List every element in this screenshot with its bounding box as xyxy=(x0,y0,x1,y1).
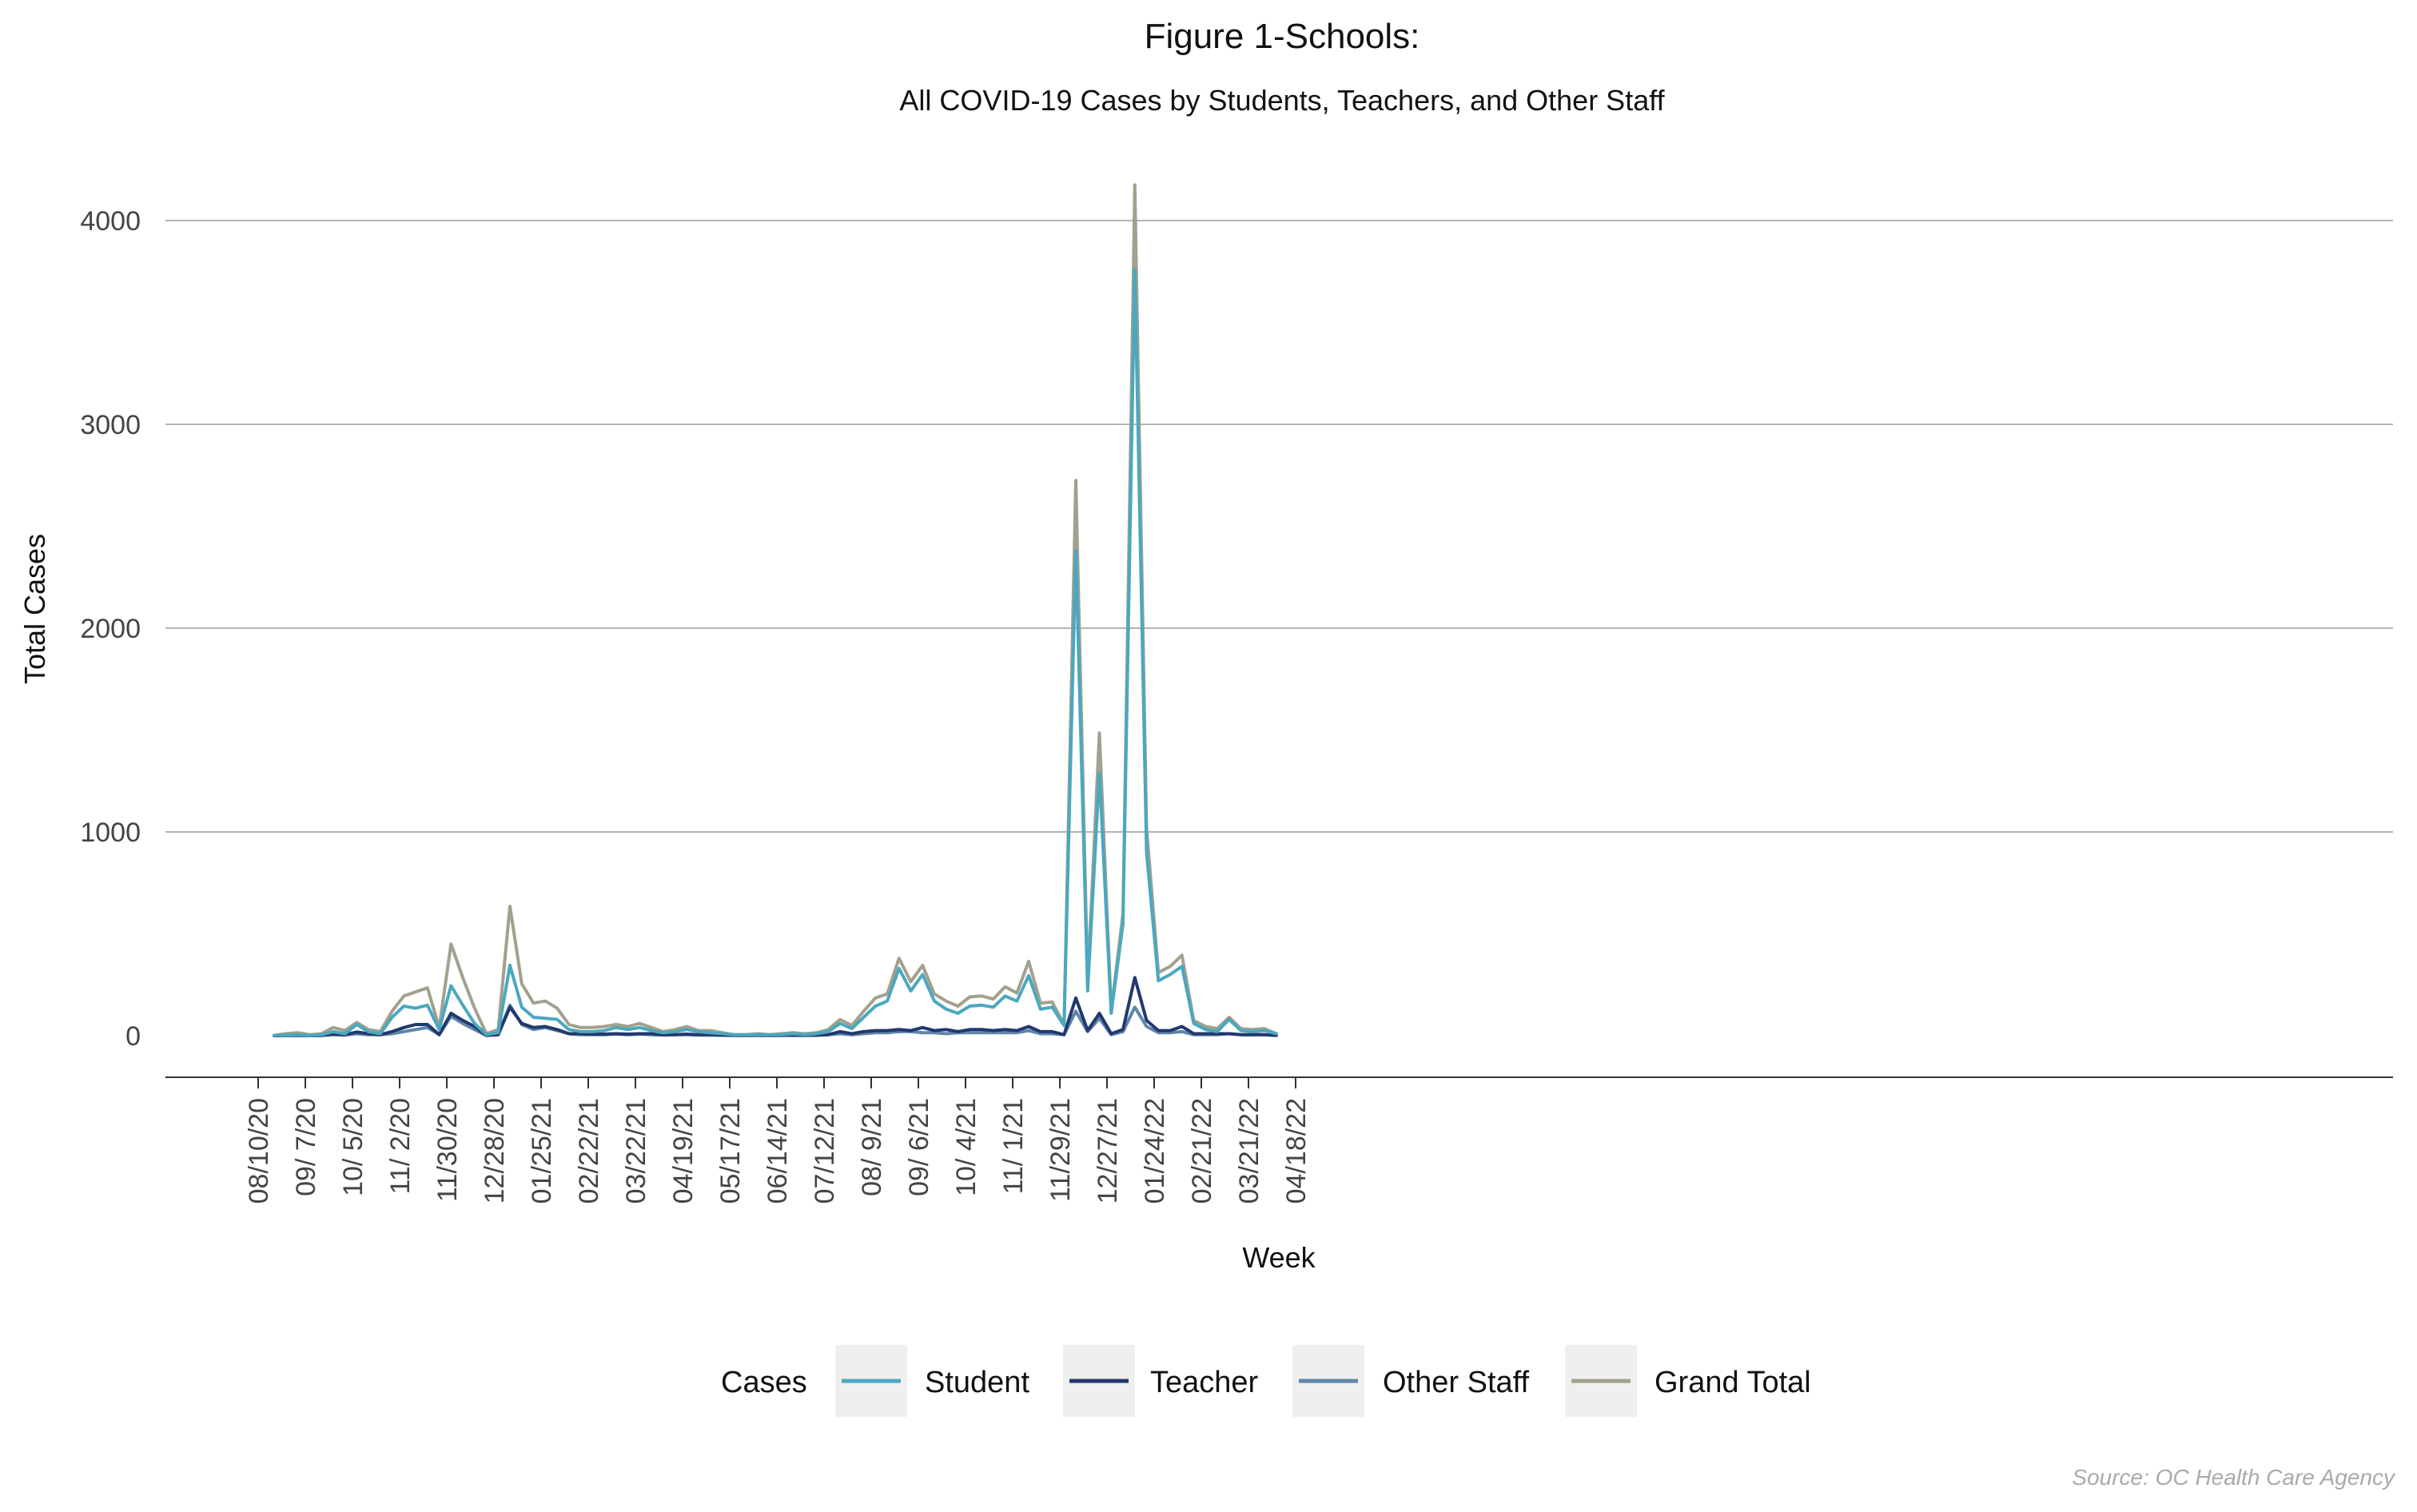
grid-layer xyxy=(165,220,2393,833)
x-axis-ticks: 08/10/20 09/ 7/20 10/ 5/20 11/ 2/20 11/30/20… xyxy=(244,1077,1312,1204)
y-axis-label: Total Cases xyxy=(18,534,51,684)
x-tick-label: 01/25/21 xyxy=(527,1098,557,1204)
x-tick-label: 02/21/22 xyxy=(1187,1098,1217,1204)
x-tick-label: 04/18/22 xyxy=(1281,1098,1312,1204)
y-tick-label: 2000 xyxy=(80,614,141,644)
y-tick-label: 0 xyxy=(125,1021,141,1052)
x-tick-label: 07/12/21 xyxy=(810,1098,840,1204)
legend-label: Teacher xyxy=(1150,1366,1259,1399)
y-tick-label: 4000 xyxy=(80,206,141,237)
x-tick-label: 01/24/22 xyxy=(1140,1098,1170,1204)
x-tick-label: 04/19/21 xyxy=(668,1098,699,1204)
x-tick-label: 10/ 5/20 xyxy=(338,1098,368,1196)
x-tick-label: 08/10/20 xyxy=(244,1098,274,1204)
x-tick-label: 02/22/21 xyxy=(574,1098,604,1204)
x-tick-label: 11/ 2/20 xyxy=(385,1098,416,1194)
y-axis-ticks: 0 1000 2000 3000 4000 xyxy=(80,206,141,1052)
chart-subtitle: All COVID-19 Cases by Students, Teachers… xyxy=(899,84,1665,117)
x-tick-label: 03/22/21 xyxy=(621,1098,651,1204)
x-tick-label: 11/30/20 xyxy=(432,1098,463,1202)
x-tick-label: 05/17/21 xyxy=(715,1098,746,1204)
legend: Cases Student Teacher Other Staff Grand Tot… xyxy=(721,1345,1811,1417)
chart-title: Figure 1-Schools: xyxy=(1145,17,1420,56)
legend-label: Student xyxy=(925,1366,1029,1399)
source-note: Source: OC Health Care Agency xyxy=(2072,1465,2396,1490)
x-tick-label: 11/29/21 xyxy=(1045,1098,1076,1202)
legend-label: Grand Total xyxy=(1654,1366,1811,1399)
x-axis-label: Week xyxy=(1242,1241,1316,1274)
x-tick-label: 08/ 9/21 xyxy=(857,1098,887,1196)
series-line-grand-total xyxy=(273,183,1278,1037)
x-tick-label: 11/ 1/21 xyxy=(998,1098,1029,1194)
legend-label: Other Staff xyxy=(1383,1366,1530,1399)
series-line-student xyxy=(273,268,1278,1037)
x-tick-label: 09/ 7/20 xyxy=(291,1098,321,1196)
x-tick-label: 06/14/21 xyxy=(763,1098,793,1204)
x-tick-label: 03/21/22 xyxy=(1234,1098,1264,1204)
x-tick-label: 09/ 6/21 xyxy=(904,1098,934,1196)
y-tick-label: 1000 xyxy=(80,818,141,848)
series-layer xyxy=(273,183,1278,1037)
legend-title: Cases xyxy=(721,1366,807,1399)
y-tick-label: 3000 xyxy=(80,410,141,440)
x-tick-label: 10/ 4/21 xyxy=(951,1098,982,1196)
x-tick-label: 12/27/21 xyxy=(1093,1098,1123,1204)
x-tick-label: 12/28/20 xyxy=(480,1098,510,1204)
